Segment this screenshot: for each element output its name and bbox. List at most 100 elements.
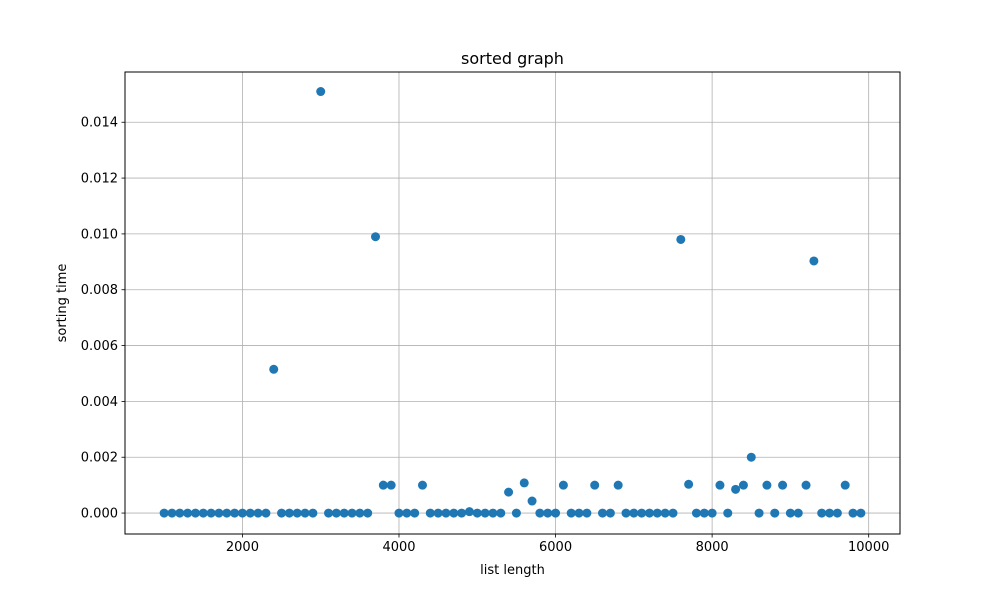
data-point — [355, 508, 365, 518]
data-point — [206, 508, 216, 518]
data-point — [770, 508, 780, 518]
y-axis-label: sorting time — [55, 264, 70, 343]
y-tick-label: 0.004 — [81, 395, 118, 410]
data-point — [488, 508, 498, 518]
data-point — [660, 508, 670, 518]
data-points — [159, 87, 866, 518]
data-point — [167, 508, 177, 518]
data-point — [731, 484, 741, 494]
data-point — [464, 507, 474, 517]
data-point — [402, 508, 412, 518]
data-point — [386, 480, 396, 490]
data-point — [801, 480, 811, 490]
data-point — [809, 256, 819, 266]
data-point — [574, 508, 584, 518]
data-point — [723, 508, 733, 518]
data-point — [621, 508, 631, 518]
data-point — [245, 508, 255, 518]
data-point — [472, 508, 482, 518]
data-point — [331, 508, 341, 518]
data-point — [371, 232, 381, 242]
data-point — [339, 508, 349, 518]
data-point — [261, 508, 271, 518]
data-point — [691, 508, 701, 518]
data-point — [785, 508, 795, 518]
data-point — [551, 508, 561, 518]
data-point — [457, 508, 467, 518]
data-point — [605, 508, 615, 518]
data-point — [699, 508, 709, 518]
data-point — [707, 508, 717, 518]
data-point — [778, 480, 788, 490]
data-point — [558, 480, 568, 490]
data-point — [410, 508, 420, 518]
data-point — [519, 478, 529, 488]
plot-frame — [124, 71, 901, 535]
x-axis-label: list length — [480, 563, 545, 578]
x-tick-label: 4000 — [382, 540, 415, 555]
data-point — [840, 480, 850, 490]
chart-title: sorted graph — [461, 49, 564, 68]
data-point — [598, 508, 608, 518]
data-point — [746, 452, 756, 462]
data-point — [441, 508, 451, 518]
y-tick-label: 0.010 — [81, 227, 118, 242]
data-point — [644, 508, 654, 518]
data-point — [754, 508, 764, 518]
data-point — [496, 508, 506, 518]
data-point — [253, 508, 263, 518]
x-tick-label: 2000 — [226, 540, 259, 555]
data-point — [817, 508, 827, 518]
data-point — [324, 508, 334, 518]
y-tick-label: 0.014 — [81, 116, 118, 131]
data-point — [543, 508, 553, 518]
data-point — [449, 508, 459, 518]
data-point — [566, 508, 576, 518]
data-point — [668, 508, 678, 518]
data-point — [222, 508, 232, 518]
data-point — [433, 508, 443, 518]
data-point — [582, 508, 592, 518]
data-point — [856, 508, 866, 518]
y-tick-label: 0.008 — [81, 283, 118, 298]
x-axis-ticks: 2000 4000 6000 8000 10000 — [226, 534, 889, 555]
data-point — [832, 508, 842, 518]
data-point — [825, 508, 835, 518]
data-point — [363, 508, 373, 518]
data-point — [793, 508, 803, 518]
data-point — [378, 480, 388, 490]
data-point — [676, 234, 686, 244]
data-point — [637, 508, 647, 518]
data-point — [183, 508, 193, 518]
data-point — [269, 364, 279, 374]
data-point — [762, 480, 772, 490]
data-point — [284, 508, 294, 518]
data-point — [684, 479, 694, 489]
data-point — [347, 508, 357, 518]
data-point — [504, 487, 514, 497]
data-point — [175, 508, 185, 518]
data-point — [848, 508, 858, 518]
data-point — [613, 480, 623, 490]
data-point — [417, 480, 427, 490]
data-point — [214, 508, 224, 518]
data-point — [425, 508, 435, 518]
data-point — [237, 508, 247, 518]
data-point — [159, 508, 169, 518]
data-point — [308, 508, 318, 518]
data-point — [277, 508, 287, 518]
data-point — [480, 508, 490, 518]
data-point — [190, 508, 200, 518]
data-point — [527, 496, 537, 506]
data-point — [715, 480, 725, 490]
grid — [125, 72, 900, 534]
data-point — [300, 508, 310, 518]
y-tick-label: 0.002 — [81, 451, 118, 466]
x-tick-label: 8000 — [696, 540, 729, 555]
data-point — [535, 508, 545, 518]
plot-area — [125, 72, 900, 534]
data-point — [230, 508, 240, 518]
data-point — [738, 480, 748, 490]
y-tick-label: 0.012 — [81, 172, 118, 187]
